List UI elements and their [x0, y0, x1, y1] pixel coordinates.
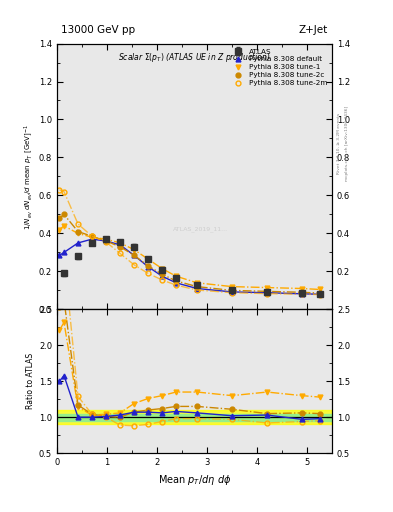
Pythia 8.308 tune-1 [174, 273, 178, 279]
Line: Pythia 8.308 default: Pythia 8.308 default [57, 237, 322, 296]
Pythia 8.308 default [230, 289, 234, 295]
Text: mcplots.cern.ch [arXiv:1306.3436]: mcplots.cern.ch [arXiv:1306.3436] [345, 106, 349, 181]
Pythia 8.308 default [90, 236, 94, 242]
Pythia 8.308 default [160, 273, 164, 279]
Pythia 8.308 default [146, 264, 151, 270]
Pythia 8.308 tune-2m [230, 290, 234, 296]
Pythia 8.308 tune-2c [317, 290, 322, 296]
Pythia 8.308 tune-2c [160, 271, 164, 278]
Pythia 8.308 tune-1 [75, 230, 80, 237]
Pythia 8.308 default [62, 249, 66, 255]
Pythia 8.308 default [174, 280, 178, 286]
Pythia 8.308 tune-1 [104, 236, 108, 242]
Pythia 8.308 tune-1 [300, 285, 305, 291]
Pythia 8.308 tune-2c [57, 215, 62, 221]
Pythia 8.308 tune-2m [195, 287, 199, 293]
Pythia 8.308 tune-1 [118, 240, 122, 246]
Pythia 8.308 tune-1 [160, 266, 164, 272]
Pythia 8.308 default [132, 252, 136, 259]
Pythia 8.308 tune-1 [90, 234, 94, 240]
Pythia 8.308 tune-1 [132, 246, 136, 252]
Pythia 8.308 tune-2c [146, 263, 151, 269]
Pythia 8.308 tune-2c [90, 233, 94, 239]
Pythia 8.308 tune-2m [90, 233, 94, 239]
Pythia 8.308 tune-2c [174, 278, 178, 284]
Pythia 8.308 tune-2m [62, 188, 66, 195]
Pythia 8.308 default [195, 285, 199, 291]
Pythia 8.308 default [300, 291, 305, 297]
Line: Pythia 8.308 tune-2c: Pythia 8.308 tune-2c [57, 212, 322, 295]
Pythia 8.308 tune-1 [195, 280, 199, 286]
Text: Rivet 3.1.10, ≥ 3.2M events: Rivet 3.1.10, ≥ 3.2M events [337, 113, 341, 174]
Pythia 8.308 tune-1 [265, 285, 270, 291]
Text: ATLAS_2019_11...: ATLAS_2019_11... [173, 227, 228, 232]
Pythia 8.308 tune-2m [57, 187, 62, 193]
Pythia 8.308 tune-2m [132, 262, 136, 268]
Pythia 8.308 default [317, 291, 322, 297]
Pythia 8.308 tune-2c [265, 288, 270, 294]
Pythia 8.308 default [75, 240, 80, 246]
Pythia 8.308 tune-1 [230, 284, 234, 290]
Pythia 8.308 tune-2m [146, 270, 151, 276]
Pythia 8.308 tune-1 [57, 227, 62, 233]
Pythia 8.308 tune-2m [265, 291, 270, 297]
Text: 13000 GeV pp: 13000 GeV pp [61, 25, 135, 35]
Pythia 8.308 tune-2c [300, 289, 305, 295]
Pythia 8.308 tune-1 [146, 256, 151, 262]
Text: Z+Jet: Z+Jet [299, 25, 328, 35]
Pythia 8.308 tune-2c [118, 244, 122, 250]
Pythia 8.308 tune-2m [174, 282, 178, 288]
Pythia 8.308 tune-2c [132, 252, 136, 259]
Pythia 8.308 tune-2c [104, 238, 108, 244]
Pythia 8.308 tune-2m [104, 239, 108, 245]
Pythia 8.308 tune-2m [300, 291, 305, 297]
Pythia 8.308 tune-2c [230, 287, 234, 293]
Pythia 8.308 tune-2m [160, 277, 164, 283]
Pythia 8.308 tune-1 [62, 223, 66, 229]
Y-axis label: Ratio to ATLAS: Ratio to ATLAS [26, 353, 35, 409]
Pythia 8.308 default [104, 238, 108, 244]
Pythia 8.308 tune-1 [317, 286, 322, 292]
Pythia 8.308 default [57, 252, 62, 259]
Pythia 8.308 tune-2m [75, 221, 80, 227]
Y-axis label: $1/N_{ev}\ dN_{ev}/d\ \mathrm{mean}\ p_T\ [\mathrm{GeV}]^{-1}$: $1/N_{ev}\ dN_{ev}/d\ \mathrm{mean}\ p_T… [22, 123, 35, 229]
Pythia 8.308 tune-2m [118, 250, 122, 257]
Pythia 8.308 tune-2c [195, 284, 199, 290]
Pythia 8.308 default [265, 290, 270, 296]
Line: Pythia 8.308 tune-2m: Pythia 8.308 tune-2m [57, 187, 322, 297]
Pythia 8.308 tune-2c [62, 211, 66, 218]
Pythia 8.308 tune-2c [75, 228, 80, 234]
Pythia 8.308 tune-2m [317, 291, 322, 297]
Pythia 8.308 default [118, 242, 122, 248]
Line: Pythia 8.308 tune-1: Pythia 8.308 tune-1 [57, 223, 322, 292]
Text: Scalar $\Sigma(p_T)$ (ATLAS UE in Z production): Scalar $\Sigma(p_T)$ (ATLAS UE in Z prod… [118, 52, 271, 65]
Legend: ATLAS, Pythia 8.308 default, Pythia 8.308 tune-1, Pythia 8.308 tune-2c, Pythia 8: ATLAS, Pythia 8.308 default, Pythia 8.30… [228, 47, 329, 88]
X-axis label: Mean $p_T/d\eta\ d\phi$: Mean $p_T/d\eta\ d\phi$ [158, 473, 231, 486]
